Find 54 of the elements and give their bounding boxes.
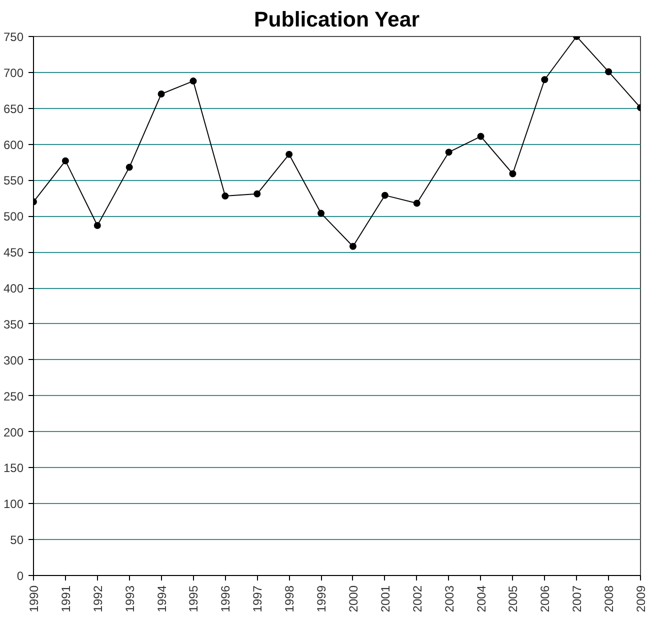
x-tick-label: 2003 [442, 585, 456, 612]
point [62, 157, 69, 164]
y-tick-label: 400 [3, 282, 24, 296]
y-tick-label: 550 [3, 174, 24, 188]
y-tick-label: 350 [3, 317, 24, 332]
point [158, 90, 165, 98]
y-tick-label: 150 [3, 461, 24, 476]
y-tick-label: 250 [3, 389, 24, 404]
point [381, 192, 388, 199]
y-tick-label: 0 [16, 569, 24, 583]
point [222, 192, 229, 200]
x-tick-label: 1990 [27, 585, 41, 612]
point [605, 68, 612, 76]
x-tick-label: 2005 [506, 585, 520, 612]
y-tick-label: 50 [10, 533, 24, 548]
point [509, 170, 516, 178]
x-tick-label: 1999 [314, 585, 329, 612]
point [318, 210, 325, 217]
point [413, 200, 420, 207]
y-tick-label: 450 [3, 246, 24, 260]
point [349, 242, 356, 250]
x-tick-label: 2004 [474, 585, 488, 612]
x-tick-label: 2006 [538, 585, 552, 612]
point [445, 148, 452, 156]
x-tick-label: 2009 [634, 585, 648, 612]
point [477, 132, 484, 140]
y-tick-label: 750 [3, 30, 24, 44]
x-tick-label: 1994 [154, 585, 169, 612]
x-tick-label: 1997 [250, 585, 265, 612]
y-tick-label: 650 [3, 102, 24, 116]
point [541, 76, 548, 84]
x-tick-label: 1998 [282, 585, 297, 612]
y-tick-label: 600 [3, 138, 24, 152]
chart-title: Publication Year [254, 8, 420, 32]
point [254, 190, 261, 198]
point [190, 78, 197, 85]
x-tick-label: 2008 [602, 585, 616, 612]
x-tick-label: 2000 [346, 585, 360, 612]
x-tick-label: 1991 [58, 585, 73, 612]
y-tick-label: 500 [3, 210, 24, 224]
x-tick-label: 1992 [90, 585, 105, 612]
x-tick-label: 2001 [378, 585, 392, 612]
x-tick-label: 1996 [218, 585, 233, 612]
x-tick-label: 1995 [186, 585, 201, 612]
y-tick-label: 100 [3, 497, 24, 512]
point [94, 222, 101, 230]
y-tick-label: 200 [3, 425, 24, 440]
x-tick-label: 2002 [410, 585, 424, 612]
y-tick-label: 300 [3, 353, 24, 368]
point [126, 164, 133, 171]
x-tick-label: 1993 [122, 585, 137, 612]
x-tick-label: 2007 [570, 585, 584, 612]
y-tick-label: 700 [3, 66, 24, 80]
point [286, 150, 293, 158]
